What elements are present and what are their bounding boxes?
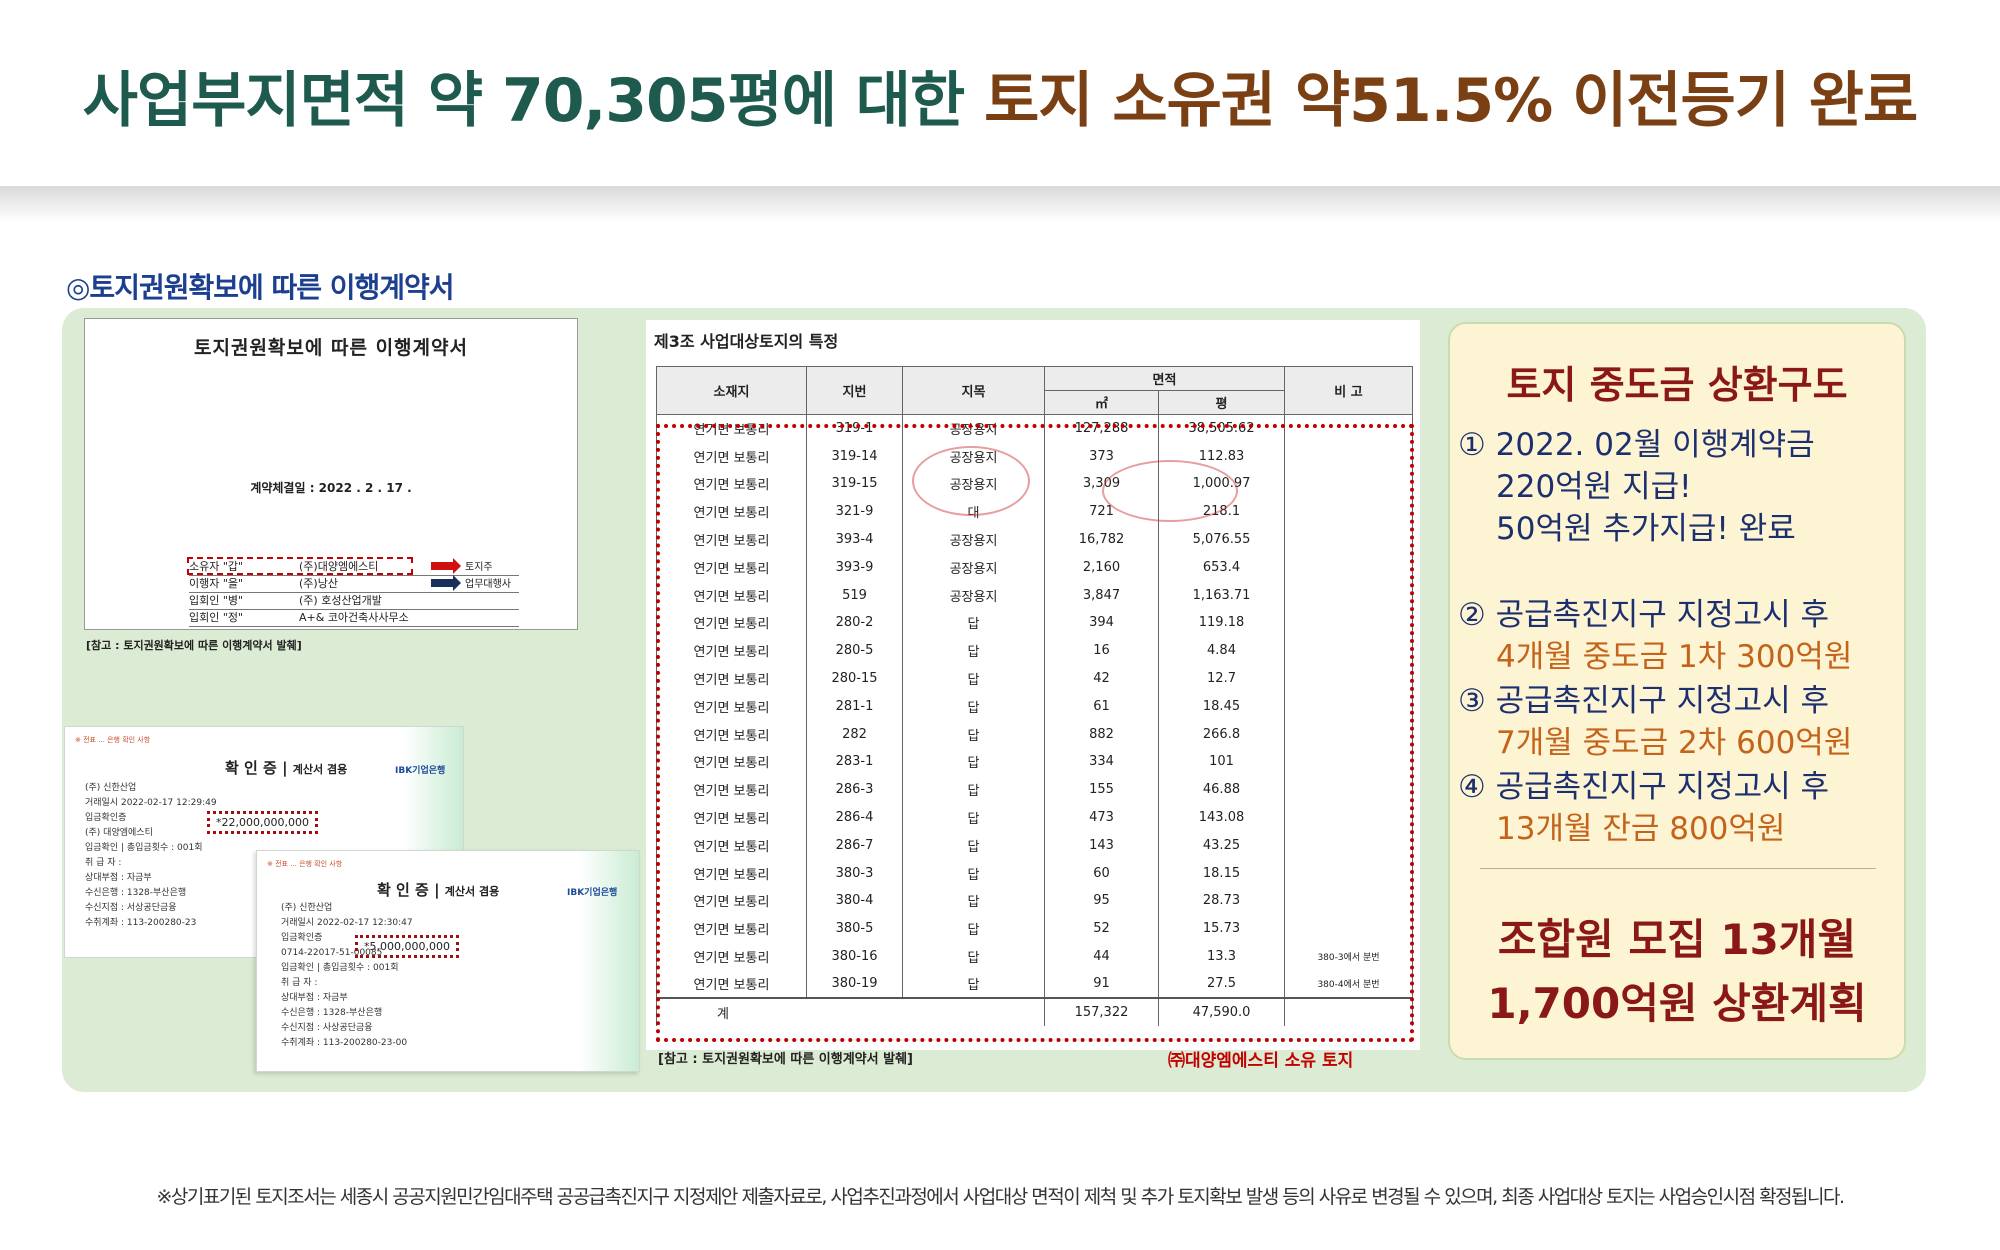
arrow-right-icon	[431, 574, 461, 591]
owner-highlight-box	[187, 557, 413, 575]
table-row: 연기면 보통리 280-5 답 16 4.84	[656, 636, 1414, 665]
party-row: 입회인 "병" (주) 호성산업개발	[189, 593, 519, 610]
table-row: 연기면 보통리 280-2 답 394 119.18	[656, 609, 1414, 637]
table-row: 연기면 보통리 380-4 답 95 28.73	[656, 887, 1414, 915]
table-row: 연기면 보통리 280-15 답 42 12.7	[656, 664, 1414, 693]
agent-tag: 업무대행사	[431, 574, 511, 591]
repayment-plan-box: 토지 중도금 상환구도 ① 2022. 02월 이행계약금 220억원 지급! …	[1448, 322, 1906, 1060]
plan-item-1: ① 2022. 02월 이행계약금 220억원 지급! 50억원 추가지급! 완…	[1458, 427, 1815, 547]
table-row: 연기면 보통리 393-4 공장용지 16,782 5,076.55	[656, 525, 1414, 554]
table-row: 연기면 보통리 281-1 답 61 18.45	[656, 692, 1414, 721]
contract-title: 토지권원확보에 따른 이행계약서	[194, 337, 468, 359]
plan-item-4: ④ 공급촉진지구 지정고시 후 13개월 잔금 800억원	[1458, 769, 1830, 847]
page-title: 사업부지면적 약 70,305평에 대한 토지 소유권 약51.5% 이전등기 …	[0, 52, 2000, 139]
table-header-row: 소재지 지번 지목 면적 비 고	[656, 366, 1414, 415]
receipt-amount: *22,000,000,000	[207, 811, 318, 834]
table-row: 연기면 보통리 519 공장용지 3,847 1,163.71	[656, 581, 1414, 610]
seal-stamp	[912, 446, 1030, 516]
receipt-image-2: ※ 전표 ... 은행 확인 사항 확 인 증 | 계산서 겸용 IBK기업은행…	[256, 850, 640, 1072]
table-row: 연기면 보통리 283-1 답 334 101	[656, 748, 1414, 776]
table-header-row: ㎡ 평	[657, 390, 1413, 415]
owner-land-note: ㈜대양엠에스티 소유 토지	[1168, 1051, 1354, 1071]
receipt-amount: *5,000,000,000	[355, 935, 459, 958]
owner-tag: 토지주	[431, 557, 493, 574]
table-row: 연기면 보통리 286-3 답 155 46.88	[656, 775, 1414, 804]
contract-parties: 소유자 "갑" (주)대양엠에스티 이행자 "을" (주)낭산 입회인 "병" (주)…	[189, 559, 519, 627]
seal-stamp	[1102, 460, 1238, 522]
divider	[1480, 868, 1876, 869]
land-table: 소재지 지번 지목 면적 비 고 ㎡ 평 연기면 보통리 319-1 공장용지 127…	[656, 366, 1414, 1027]
arrow-right-icon	[431, 557, 461, 574]
receipt-title: 확 인 증 | 계산서 겸용	[225, 759, 348, 777]
plan-summary: 조합원 모집 13개월 1,700억원 상환계획	[1487, 915, 1867, 1028]
plan-item-2: ② 공급촉진지구 지정고시 후 4개월 중도금 1차 300억원	[1458, 597, 1853, 675]
land-table-caption: [참고 : 토지권원확보에 따른 이행계약서 발췌]	[658, 1052, 913, 1067]
party-row: 이행자 "을" (주)낭산	[189, 576, 519, 593]
table-row: 연기면 보통리 319-14 공장용지 373 112.83	[656, 442, 1414, 471]
bank-logo: IBK기업은행	[395, 766, 446, 776]
table-row: 연기면 보통리 286-7 답 143 43.25	[656, 831, 1414, 860]
bank-logo: IBK기업은행	[567, 888, 618, 898]
table-row: 연기면 보통리 380-19 답 91 27.5 380-4에서 분번	[656, 970, 1414, 999]
page-title-part1: 사업부지면적 약 70,305평에 대한	[82, 66, 985, 136]
plan-item-3: ③ 공급촉진지구 지정고시 후 7개월 중도금 2차 600억원	[1458, 683, 1853, 761]
table-row: 연기면 보통리 321-9 대 721 218.1	[656, 497, 1414, 526]
contract-date: 계약체결일 : 2022 . 2 . 17 .	[250, 481, 412, 495]
party-row: 입회인 "정" A+& 코아건축사사무소	[189, 610, 519, 627]
table-row: 연기면 보통리 380-5 답 52 15.73	[656, 914, 1414, 943]
header-shadow	[0, 186, 2000, 222]
footnote: ※상기표기된 토지조서는 세종시 공공지원민간임대주택 공공급촉진지구 지정제안…	[156, 1186, 1845, 1208]
land-table-body: 연기면 보통리 319-1 공장용지 127,288 38,505.62 연기면 보통리 3…	[656, 414, 1414, 1027]
page-title-part2: 토지 소유권 약51.5% 이전등기 완료	[984, 66, 1918, 136]
land-table-title: 제3조 사업대상토지의 특정	[654, 332, 839, 351]
table-total-row: 계 157,322 47,590.0	[656, 997, 1414, 1027]
table-row: 연기면 보통리 380-16 답 44 13.3 380-3에서 분번	[656, 942, 1414, 971]
table-row: 연기면 보통리 319-15 공장용지 3,309 1,000.97	[656, 470, 1414, 498]
section-label: ◎토지권원확보에 따른 이행계약서	[66, 271, 455, 304]
contract-cover-image: 토지권원확보에 따른 이행계약서 계약체결일 : 2022 . 2 . 17 .…	[84, 318, 578, 630]
table-row: 연기면 보통리 393-9 공장용지 2,160 653.4	[656, 553, 1414, 582]
party-row: 소유자 "갑" (주)대양엠에스티	[189, 559, 519, 576]
land-table-image: 제3조 사업대상토지의 특정 소재지 지번 지목 면적 비 고 ㎡ 평 연기면 …	[646, 320, 1420, 1050]
plan-title: 토지 중도금 상환구도	[1506, 363, 1848, 407]
contract-caption: [참고 : 토지권원확보에 따른 이행계약서 발췌]	[86, 639, 302, 652]
table-row: 연기면 보통리 286-4 답 473 143.08	[656, 803, 1414, 832]
table-row: 연기면 보통리 319-1 공장용지 127,288 38,505.62	[656, 414, 1414, 443]
table-row: 연기면 보통리 380-3 답 60 18.15	[656, 859, 1414, 888]
receipt-title: 확 인 증 | 계산서 겸용	[377, 881, 500, 899]
receipt-lines: (주) 신한산업 거래일시 2022-02-17 12:30:47 입금확인증 …	[281, 903, 413, 1048]
table-row: 연기면 보통리 282 답 882 266.8	[656, 720, 1414, 749]
receipt-lines: (주) 신한산업 거래일시 2022-02-17 12:29:49 입금확인증 …	[85, 783, 217, 928]
